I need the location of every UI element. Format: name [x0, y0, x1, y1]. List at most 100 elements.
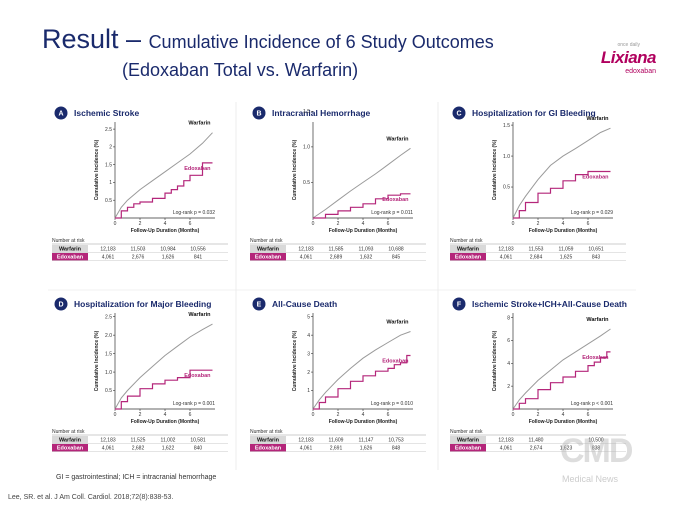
slide-title: Result – Cumulative Incidence of 6 Study…: [42, 24, 494, 55]
panel-e-risk-edoxaban-name: Edoxaban: [255, 446, 282, 452]
panel-f-risk-edoxaban-value: 4,061: [500, 446, 513, 452]
panel-b-x-tick-label: 4: [362, 221, 365, 227]
panel-f-risk-edoxaban-name: Edoxaban: [455, 446, 482, 452]
panel-f-risk-warfarin-tag: [450, 436, 486, 444]
panel-d-risk-header: Number at risk: [52, 429, 85, 435]
panel-f-x-tick-label: 2: [537, 412, 540, 418]
panel-d-risk-warfarin-tag: [52, 436, 88, 444]
panel-f-y-tick-label: 8: [507, 315, 510, 321]
panel-d-risk-edoxaban-value: 1,622: [162, 446, 175, 452]
panel-b-risk-edoxaban-value: 4,061: [300, 255, 313, 261]
panel-a-letter: A: [58, 111, 63, 118]
panel-a-risk-warfarin-value: 11,503: [131, 247, 146, 253]
panel-a-badge: [54, 106, 68, 120]
panel-c-warfarin-line: [512, 127, 611, 219]
panel-e-edoxaban-label: Edoxaban: [382, 358, 409, 364]
panel-f-logrank: Log-rank p < 0.001: [571, 401, 613, 407]
panel-e-risk-warfarin-name: Warfarin: [257, 438, 280, 444]
panel-b-letter: B: [256, 111, 261, 118]
panel-f-letter: F: [457, 302, 462, 309]
panel-c-edoxaban-label: Edoxaban: [582, 175, 609, 181]
logo-generic-name: edoxaban: [625, 68, 656, 75]
panel-a-x-tick-label: 0: [114, 221, 117, 227]
slide-title-prefix: Result –: [42, 24, 149, 54]
panel-e-risk-edoxaban-value: 848: [392, 446, 401, 452]
panel-d-risk-warfarin-value: 11,002: [161, 438, 176, 444]
panel-a-y-tick-label: 2.5: [105, 127, 112, 133]
panel-b-risk-warfarin-value: 12,183: [298, 247, 314, 253]
panel-e-logrank: Log-rank p = 0.010: [371, 401, 413, 407]
abbreviation-footnote: GI = gastrointestinal; ICH = intracrania…: [56, 474, 217, 481]
panel-f-risk-warfarin-value: 11,480: [529, 438, 544, 444]
panel-b-y-tick-label: 1.0: [303, 145, 310, 151]
panel-f-x-tick-label: 6: [587, 412, 590, 418]
panel-f-edoxaban-label: Edoxaban: [582, 355, 609, 361]
panel-d-risk-edoxaban-value: 4,061: [102, 446, 115, 452]
panel-d-x-tick-label: 6: [189, 412, 192, 418]
panel-e-risk-edoxaban-value: 1,626: [360, 446, 373, 452]
panel-d-y-tick-label: 0.5: [105, 388, 112, 394]
panel-d-y-tick-label: 2.5: [105, 314, 112, 320]
panel-b-risk-warfarin-name: Warfarin: [257, 247, 280, 253]
panel-b-title: Intracranial Hemorrhage: [272, 108, 371, 118]
panel-c-risk-warfarin-value: 12,183: [498, 247, 514, 253]
panel-c-x-tick-label: 4: [562, 221, 565, 227]
panel-f-x-tick-label: 4: [562, 412, 565, 418]
panel-a-edoxaban-label: Edoxaban: [184, 166, 211, 172]
panel-a-risk-warfarin-value: 10,984: [160, 247, 176, 253]
panel-f-y-label: Cumulative Incidence (%): [492, 330, 498, 391]
panel-c-title: Hospitalization for GI Bleeding: [472, 108, 596, 118]
panel-f-badge: [452, 297, 466, 311]
panel-a-risk-warfarin-tag: [52, 245, 88, 253]
panel-d-warfarin-label: Warfarin: [188, 312, 211, 318]
panel-e-y-tick-label: 5: [307, 314, 310, 320]
panel-a-warfarin-line: [114, 132, 213, 219]
panel-c-y-label: Cumulative Incidence (%): [492, 139, 498, 200]
panel-e-y-label: Cumulative Incidence (%): [292, 330, 298, 391]
panel-a-risk-edoxaban-tag: [52, 253, 88, 261]
panel-f-y-tick-label: 2: [507, 384, 510, 390]
panel-c-risk-warfarin-value: 11,059: [559, 247, 574, 253]
panel-c-x-tick-label: 0: [512, 221, 515, 227]
lixiana-logo: once daily Lixiana edoxaban: [588, 42, 658, 82]
panel-c-risk-warfarin-name: Warfarin: [457, 247, 480, 253]
panel-f-risk-edoxaban-value: 2,674: [530, 446, 543, 452]
panel-d-risk-warfarin-value: 12,183: [100, 438, 116, 444]
panel-b-risk-edoxaban-tag: [250, 253, 286, 261]
panel-e-risk-edoxaban-value: 4,061: [300, 446, 313, 452]
panel-c-risk-edoxaban-value: 1,625: [560, 255, 573, 261]
panel-c-y-tick-label: 0.5: [503, 185, 510, 191]
panel-c-risk-edoxaban-value: 2,684: [530, 255, 543, 261]
panel-a-risk-edoxaban-value: 841: [194, 255, 203, 261]
panel-e-x-tick-label: 6: [387, 412, 390, 418]
panel-d-risk-edoxaban-tag: [52, 444, 88, 452]
panel-b-risk-header: Number at risk: [250, 238, 283, 244]
watermark-text: Medical News: [562, 474, 619, 484]
panel-b-risk-edoxaban-name: Edoxaban: [255, 255, 282, 261]
panel-b-risk-edoxaban-value: 2,689: [330, 255, 343, 261]
panel-f-title: Ischemic Stroke+ICH+All-Cause Death: [472, 299, 627, 309]
panel-c-risk-edoxaban-value: 4,061: [500, 255, 513, 261]
panel-d-y-tick-label: 1.0: [105, 370, 112, 376]
panel-c-risk-warfarin-value: 10,651: [588, 247, 604, 253]
panel-c-x-tick-label: 6: [587, 221, 590, 227]
panel-c-risk-edoxaban-tag: [450, 253, 486, 261]
panel-f-risk-warfarin-name: Warfarin: [457, 438, 480, 444]
panel-c-edoxaban-line: [513, 170, 611, 219]
panel-e-y-tick-label: 4: [307, 333, 310, 339]
panel-b-edoxaban-label: Edoxaban: [382, 197, 409, 203]
panel-b-y-tick-label: 0.5: [303, 180, 310, 186]
panel-b-badge: [252, 106, 266, 120]
panel-e-risk-warfarin-value: 11,609: [329, 438, 344, 444]
panel-e-letter: E: [257, 302, 262, 309]
panel-b-y-tick-label: 1.5: [303, 109, 310, 115]
panel-c-y-tick-label: 1.5: [503, 123, 510, 129]
panel-f-x-tick-label: 0: [512, 412, 515, 418]
panel-d-risk-warfarin-name: Warfarin: [59, 438, 82, 444]
panel-f-risk-warfarin-value: 12,183: [498, 438, 514, 444]
panel-e-warfarin-line: [312, 331, 411, 410]
panel-e-y-tick-label: 1: [307, 388, 310, 394]
panel-e-x-label: Follow-Up Duration (Months): [329, 419, 398, 425]
panel-b-x-tick-label: 0: [312, 221, 315, 227]
